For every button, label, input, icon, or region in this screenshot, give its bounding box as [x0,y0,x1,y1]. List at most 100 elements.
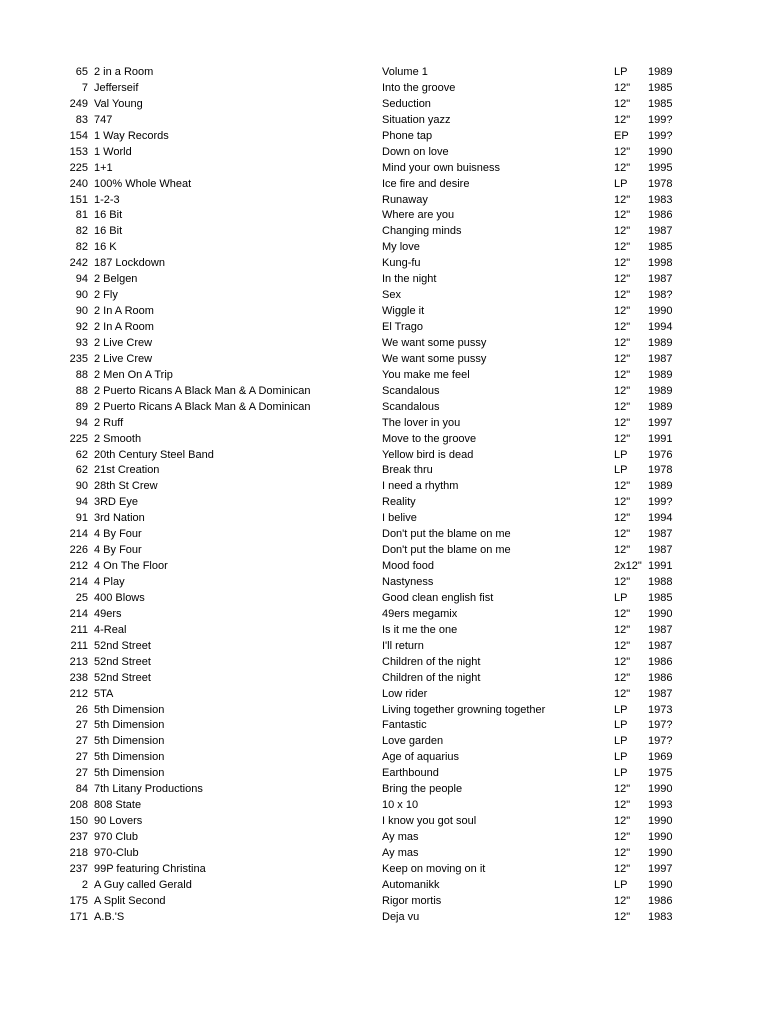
cell-title: Phone tap [382,129,614,145]
cell-title: Ay mas [382,830,614,846]
cell-title: Move to the groove [382,432,614,448]
table-row: 2352 Live CrewWe want some pussy12"1987 [60,352,718,368]
cell-year: 1997 [648,416,688,432]
cell-title: Children of the night [382,655,614,671]
cell-artist: 970-Club [94,846,382,862]
cell-year: 1990 [648,814,688,830]
table-row: 171A.B.'SDeja vu12"1983 [60,910,718,926]
cell-artist: 5TA [94,687,382,703]
cell-format: LP [614,703,648,719]
table-row: 21449ers49ers megamix12"1990 [60,607,718,623]
cell-format: 12" [614,400,648,416]
cell-year: 199? [648,129,688,145]
cell-artist: 1-2-3 [94,193,382,209]
cell-title: Break thru [382,463,614,479]
cell-year: 1986 [648,655,688,671]
cell-format: 12" [614,272,648,288]
cell-format: 12" [614,304,648,320]
cell-num: 242 [60,256,94,272]
cell-artist: 3RD Eye [94,495,382,511]
cell-format: LP [614,177,648,193]
cell-format: 12" [614,320,648,336]
cell-year: 1983 [648,910,688,926]
cell-artist: A.B.'S [94,910,382,926]
table-row: 2251+1Mind your own buisness12"1995 [60,161,718,177]
cell-format: LP [614,463,648,479]
cell-artist: Val Young [94,97,382,113]
cell-year: 198? [648,288,688,304]
cell-num: 81 [60,208,94,224]
cell-title: Scandalous [382,384,614,400]
table-row: 8216 KMy love12"1985 [60,240,718,256]
cell-artist: 2 Live Crew [94,352,382,368]
cell-format: 12" [614,607,648,623]
cell-artist: 16 Bit [94,224,382,240]
cell-num: 154 [60,129,94,145]
cell-num: 235 [60,352,94,368]
table-row: 882 Men On A TripYou make me feel12"1989 [60,368,718,384]
cell-title: We want some pussy [382,352,614,368]
table-row: 892 Puerto Ricans A Black Man & A Domini… [60,400,718,416]
cell-artist: 100% Whole Wheat [94,177,382,193]
cell-artist: 20th Century Steel Band [94,448,382,464]
cell-year: 1978 [648,177,688,193]
table-row: 23852nd StreetChildren of the night12"19… [60,671,718,687]
cell-artist: 52nd Street [94,671,382,687]
cell-year: 1985 [648,81,688,97]
table-row: 9028th St CrewI need a rhythm12"1989 [60,479,718,495]
table-row: 2144 PlayNastyness12"1988 [60,575,718,591]
cell-artist: 49ers [94,607,382,623]
cell-artist: 7th Litany Productions [94,782,382,798]
cell-artist: 4 Play [94,575,382,591]
cell-num: 214 [60,607,94,623]
table-row: 942 RuffThe lover in you12"1997 [60,416,718,432]
cell-title: Runaway [382,193,614,209]
table-row: 275th DimensionAge of aquariusLP1969 [60,750,718,766]
cell-format: 12" [614,352,648,368]
table-row: 2124 On The FloorMood food2x12"1991 [60,559,718,575]
cell-year: 1986 [648,894,688,910]
cell-artist: 5th Dimension [94,703,382,719]
table-row: 218970-ClubAy mas12"1990 [60,846,718,862]
cell-format: LP [614,718,648,734]
cell-format: 12" [614,208,648,224]
table-row: 240100% Whole WheatIce fire and desireLP… [60,177,718,193]
cell-year: 1975 [648,766,688,782]
table-row: 913rd NationI belive12"1994 [60,511,718,527]
cell-artist: 2 Puerto Ricans A Black Man & A Dominica… [94,384,382,400]
cell-num: 26 [60,703,94,719]
cell-format: 12" [614,814,648,830]
cell-year: 1986 [648,671,688,687]
cell-year: 1990 [648,782,688,798]
cell-year: 1987 [648,224,688,240]
table-row: 7JefferseifInto the groove12"1985 [60,81,718,97]
cell-year: 1989 [648,336,688,352]
table-row: 1531 WorldDown on love12"1990 [60,145,718,161]
cell-format: 12" [614,511,648,527]
cell-artist: 2 Puerto Ricans A Black Man & A Dominica… [94,400,382,416]
cell-num: 225 [60,161,94,177]
cell-num: 62 [60,463,94,479]
cell-num: 93 [60,336,94,352]
cell-artist: 2 Men On A Trip [94,368,382,384]
cell-year: 1990 [648,878,688,894]
cell-format: 12" [614,575,648,591]
cell-year: 1991 [648,432,688,448]
cell-title: Sex [382,288,614,304]
cell-format: LP [614,878,648,894]
table-row: 242187 LockdownKung-fu12"1998 [60,256,718,272]
cell-format: 12" [614,639,648,655]
table-row: 902 In A RoomWiggle it12"1990 [60,304,718,320]
cell-year: 1987 [648,687,688,703]
cell-num: 65 [60,65,94,81]
cell-format: 12" [614,432,648,448]
cell-year: 1978 [648,463,688,479]
cell-artist: 99P featuring Christina [94,862,382,878]
cell-title: Seduction [382,97,614,113]
cell-format: 12" [614,240,648,256]
cell-artist: 2 Fly [94,288,382,304]
cell-title: Ay mas [382,846,614,862]
cell-artist: 5th Dimension [94,750,382,766]
cell-title: Nastyness [382,575,614,591]
cell-title: Children of the night [382,671,614,687]
